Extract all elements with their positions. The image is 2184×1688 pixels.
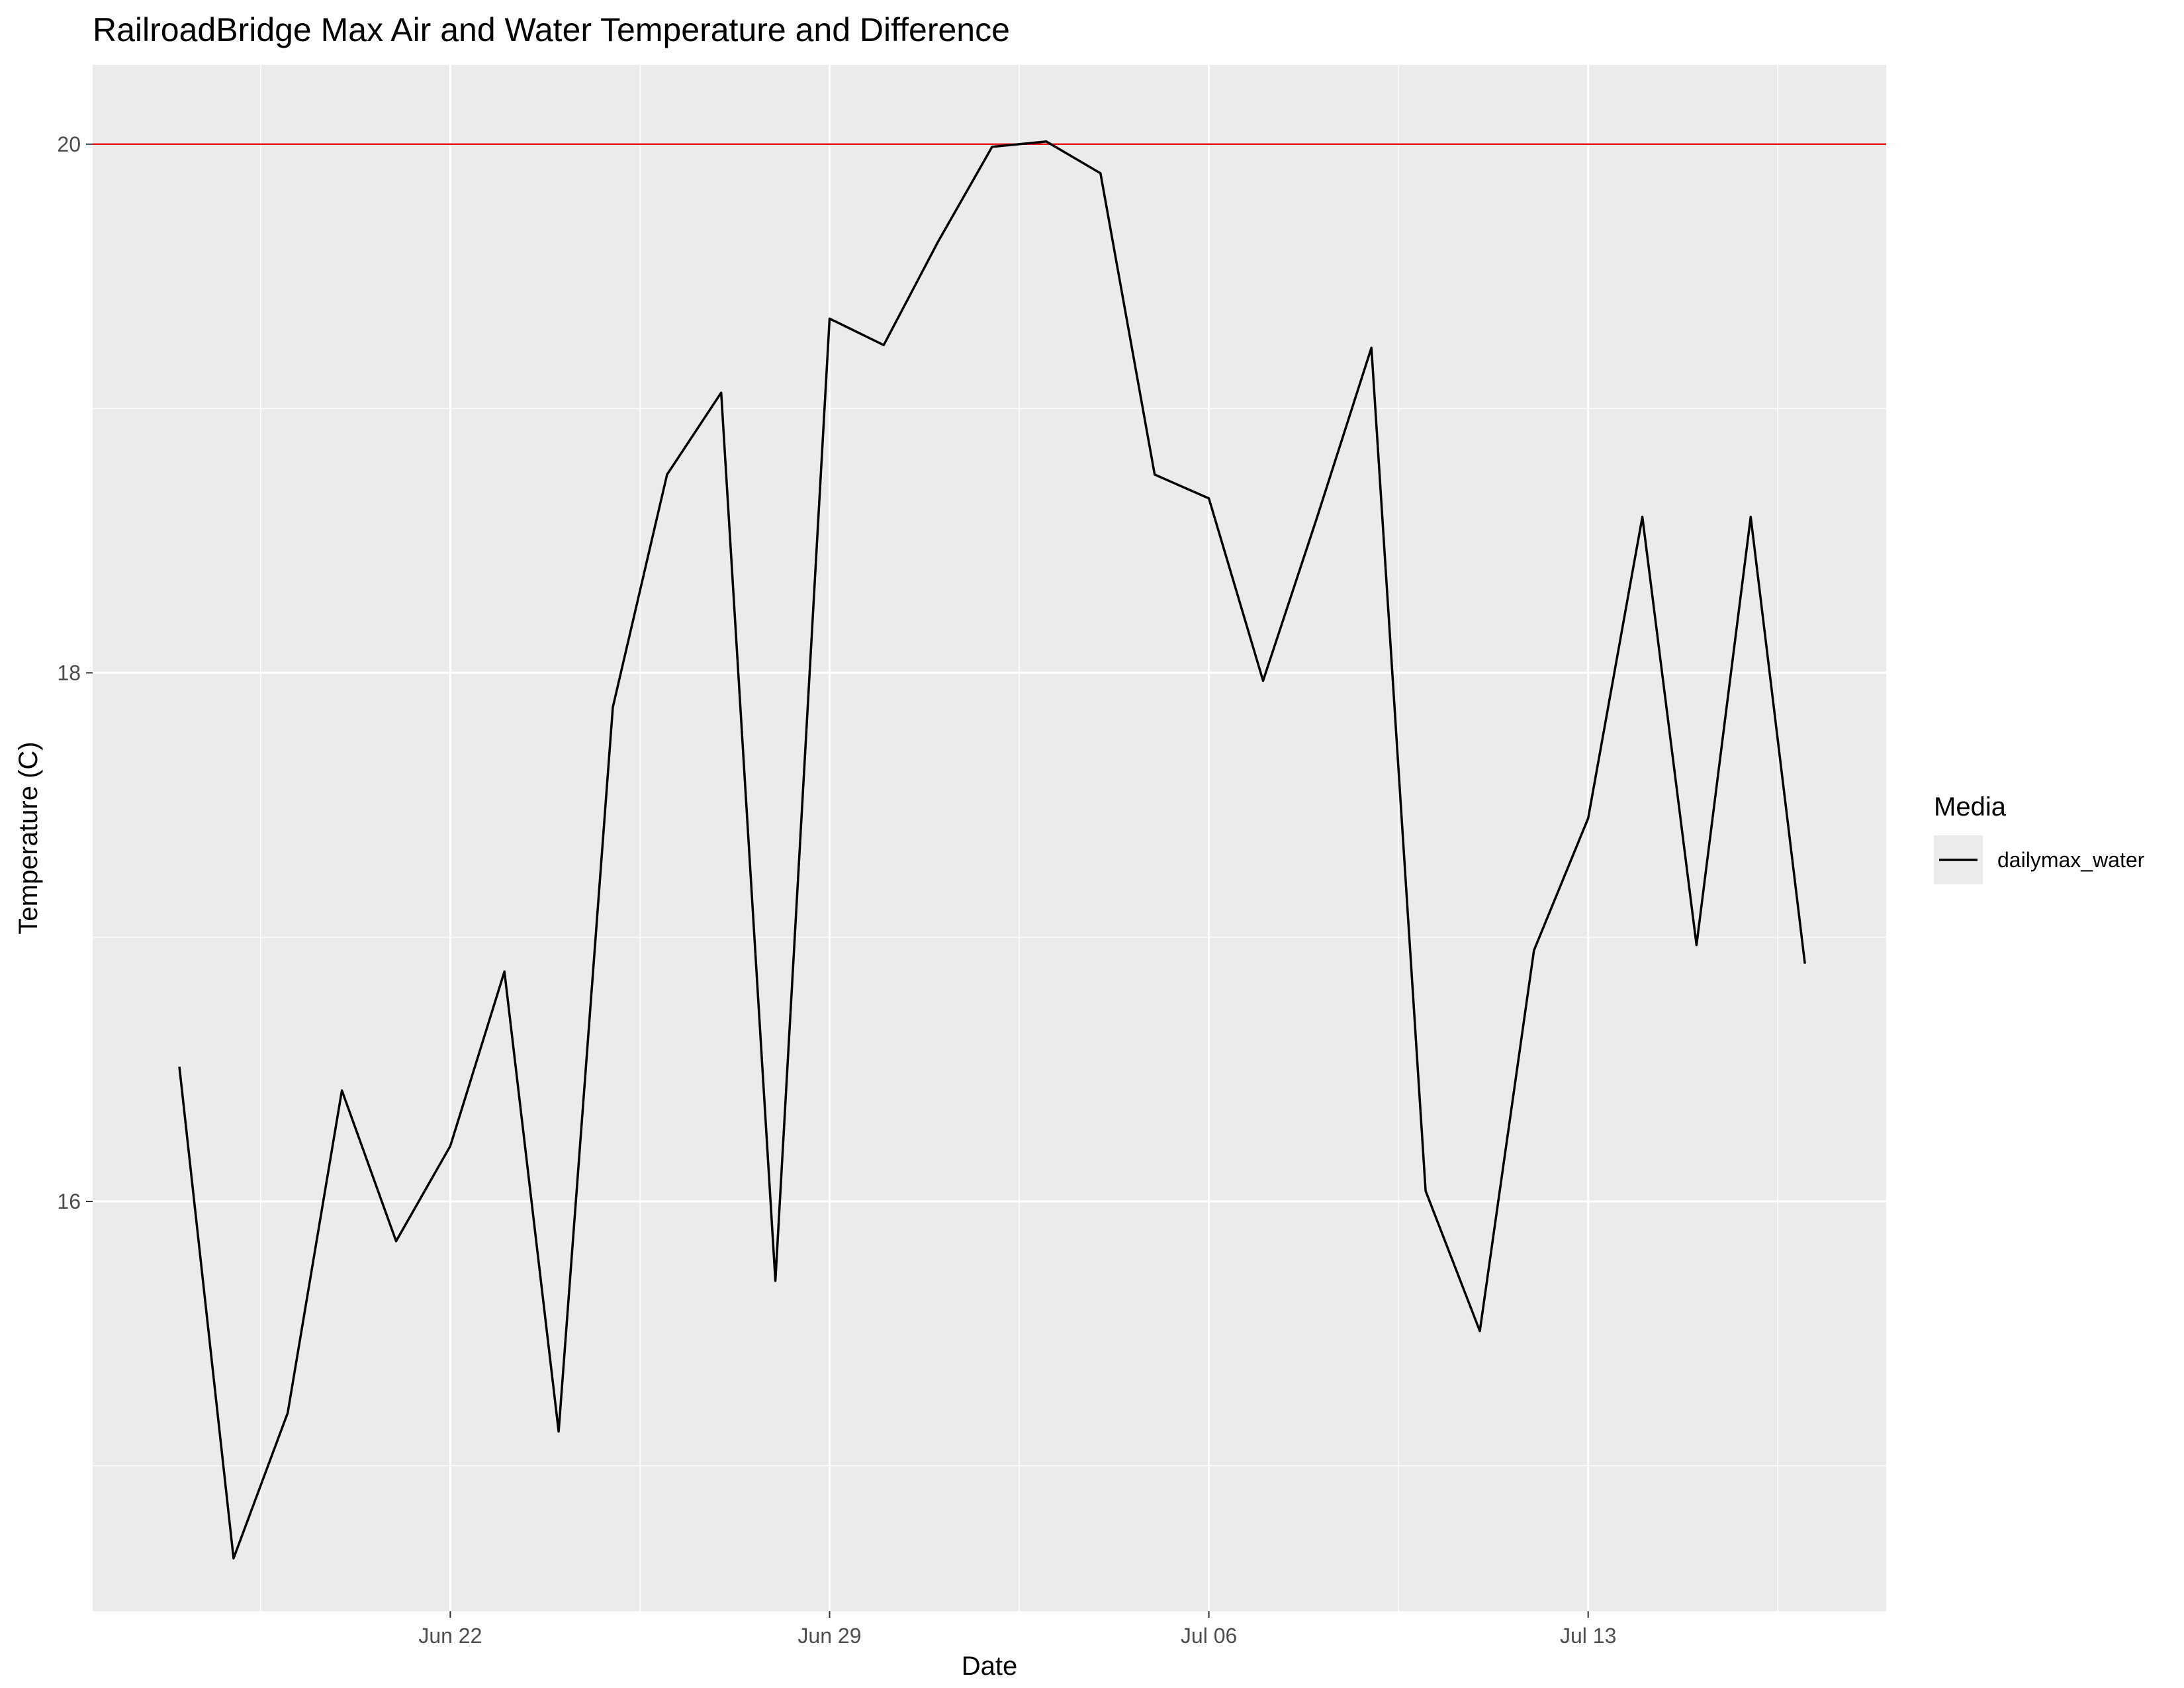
legend: Media dailymax_water xyxy=(1934,792,2145,884)
chart-title: RailroadBridge Max Air and Water Tempera… xyxy=(93,11,1010,48)
legend-label-dailymax-water: dailymax_water xyxy=(1997,848,2145,872)
plot-panel xyxy=(93,65,1886,1611)
y-axis-title: Temperature (C) xyxy=(14,741,43,934)
legend-title: Media xyxy=(1934,792,2007,821)
y-tick-label: 20 xyxy=(57,132,81,156)
x-tick-label: Jun 29 xyxy=(797,1624,861,1648)
y-axis-ticks: 16 18 20 xyxy=(57,132,93,1213)
series-line-dailymax-water xyxy=(178,140,1806,1560)
minor-gridlines-x xyxy=(260,65,1779,1611)
x-tick-label: Jun 22 xyxy=(418,1624,482,1648)
x-tick-label: Jul 13 xyxy=(1560,1624,1616,1648)
y-tick-label: 16 xyxy=(57,1190,81,1213)
x-tick-label: Jul 06 xyxy=(1181,1624,1237,1648)
x-axis-ticks: Jun 22 Jun 29 Jul 06 Jul 13 xyxy=(418,1611,1616,1648)
x-axis-title: Date xyxy=(962,1652,1018,1681)
y-tick-label: 18 xyxy=(57,661,81,684)
